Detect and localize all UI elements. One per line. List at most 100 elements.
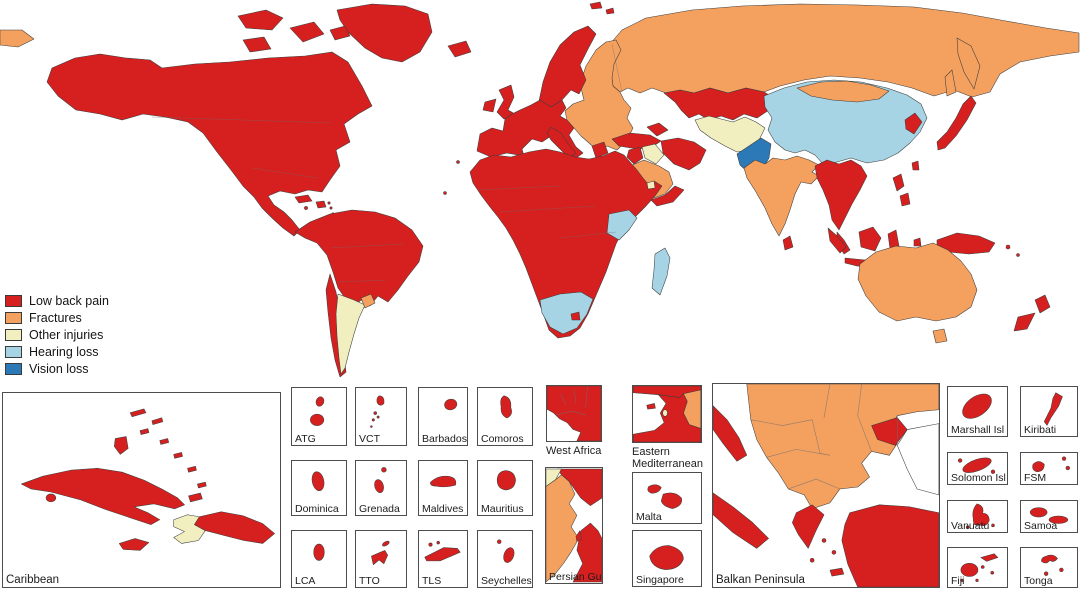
comoros-island: [500, 395, 512, 419]
vanuatu-dot1: [991, 523, 995, 528]
legend-swatch-hearing-loss: [5, 345, 22, 358]
inset-maldives-label: Maldives: [422, 502, 464, 515]
world-map: [0, 1, 1080, 378]
region-uruguay: [360, 293, 376, 309]
fsm-dot1: [1061, 456, 1067, 461]
fiji-dot1: [980, 565, 985, 569]
balkan-crete: [829, 567, 845, 577]
fiji-main-island: [960, 562, 979, 577]
region-iceland: [447, 40, 472, 58]
inset-atg-svg: [310, 396, 325, 426]
legend-label-vision-loss: Vision loss: [29, 361, 89, 376]
tto-tobago: [382, 540, 390, 547]
legend-label-other-injuries: Other injuries: [29, 327, 104, 342]
region-china: [763, 79, 928, 165]
inset-fiji-label: Fiji: [951, 574, 965, 587]
legend-swatch-low-back-pain: [5, 294, 22, 307]
legend-swatch-other-injuries: [5, 328, 22, 341]
inset-dominica-label: Dominica: [295, 502, 339, 515]
inset-kiribati: Kiribati: [1020, 386, 1078, 437]
tls-dot2: [436, 540, 440, 545]
legend-item-vision-loss: Vision loss: [5, 361, 109, 376]
inset-atg-label: ATG: [295, 432, 316, 445]
inset-barbados-svg: [444, 398, 458, 411]
caribbean-jamaica: [118, 538, 150, 551]
inset-kiribati-svg: [1043, 392, 1063, 426]
balkan-black-sea: [897, 423, 939, 496]
inset-balkan-svg: [713, 384, 939, 587]
region-iran: [660, 137, 707, 171]
region-cape-verde: [443, 191, 447, 195]
balkan-greek-island2: [831, 550, 837, 555]
west-africa-borders: [556, 386, 588, 416]
tls-island: [424, 547, 461, 562]
mauritius-island: [496, 470, 516, 491]
region-svalbard: [589, 1, 615, 15]
fiji-dot2: [990, 570, 995, 575]
legend-swatch-vision-loss: [5, 362, 22, 375]
inset-solomon-isl: Solomon Isl: [947, 452, 1008, 485]
vct-island: [376, 395, 385, 406]
inset-malta-label: Malta: [636, 510, 662, 523]
legend-item-fractures: Fractures: [5, 311, 109, 325]
inset-fsm: FSM: [1020, 452, 1078, 485]
samoa-island2: [1048, 515, 1069, 524]
inset-tls-label: TLS: [422, 574, 442, 587]
caribbean-isle-of-youth: [45, 493, 57, 503]
inset-balkan-label: Balkan Peninsula: [716, 573, 805, 586]
inset-samoa: Samoa: [1020, 500, 1078, 533]
fiji-chain: [980, 553, 999, 562]
inset-tonga: Tonga: [1020, 547, 1078, 588]
west-africa-land: [547, 386, 601, 441]
vct-dot4: [370, 425, 373, 428]
inset-caribbean-svg: [20, 408, 275, 551]
region-maluku: [913, 237, 922, 247]
inset-comoros-label: Comoros: [481, 432, 524, 445]
inset-fsm-svg: [1032, 456, 1070, 473]
region-afghanistan-turkmenistan: [694, 115, 766, 153]
region-sakhalin: [944, 69, 957, 97]
region-hispaniola-main: [315, 200, 327, 209]
inset-tonga-label: Tonga: [1024, 574, 1053, 587]
inset-vanuatu-svg: [965, 503, 995, 530]
lca-island: [313, 543, 325, 561]
region-new-zealand: [1013, 294, 1051, 332]
inset-marshall-isl: Marshall Isl: [947, 386, 1008, 437]
inset-vanuatu-label: Vanuatu: [951, 519, 990, 532]
region-madagascar: [651, 247, 671, 296]
emed-levant-egypt: [633, 393, 701, 442]
region-philippines: [892, 173, 911, 207]
region-sri-lanka: [782, 235, 794, 251]
region-lesotho: [570, 311, 581, 321]
caribbean-bahamas: [114, 408, 207, 503]
inset-lca-label: LCA: [295, 574, 316, 587]
tonga-dot1: [1059, 567, 1064, 573]
inset-maldives-svg: [430, 475, 457, 488]
inset-marshall-svg: [962, 393, 992, 419]
region-eastern-europe: [564, 39, 634, 151]
inset-balkan-peninsula: Balkan Peninsula: [712, 383, 940, 588]
inset-tls: TLS: [418, 530, 468, 588]
region-sumatra: [827, 227, 847, 254]
inset-marshall-label: Marshall Isl: [951, 423, 1005, 436]
dominica-island: [311, 471, 325, 492]
grenada-dot: [381, 467, 387, 473]
inset-kiribati-label: Kiribati: [1024, 423, 1057, 436]
region-arctic-islands: [237, 9, 351, 53]
inset-eastern-mediterranean-label: Eastern Mediterranean: [632, 446, 703, 471]
region-chukotka-wrap: [0, 29, 35, 48]
inset-singapore-svg: [649, 545, 684, 570]
region-jamaica-main: [304, 206, 308, 210]
legend: Low back pain Fractures Other injuries H…: [5, 294, 109, 379]
fiji-dot3: [960, 578, 964, 582]
vct-dot1: [373, 411, 377, 415]
inset-tonga-svg: [1041, 554, 1064, 576]
balkan-moldova: [871, 417, 908, 446]
fsm-island: [1032, 461, 1045, 473]
caribbean-dominican-republic: [194, 511, 275, 544]
internal-borders: [151, 43, 623, 283]
region-mongolia: [796, 80, 890, 103]
balkan-greece: [792, 504, 825, 549]
inset-west-africa-label: West Africa: [546, 445, 602, 457]
inset-seychelles: Seychelles: [477, 530, 533, 588]
